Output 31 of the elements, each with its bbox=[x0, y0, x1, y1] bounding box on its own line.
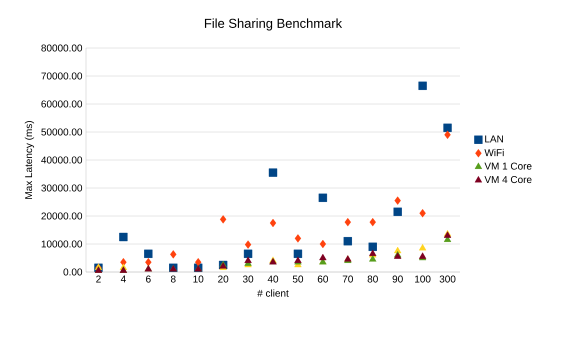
x-tick-label: 40 bbox=[268, 276, 278, 283]
y-tick-label: 80000.00 bbox=[41, 44, 82, 52]
y-tick-label: 30000.00 bbox=[41, 184, 82, 192]
x-tick-label: 300 bbox=[440, 276, 456, 283]
x-tick-label: 80 bbox=[368, 276, 378, 283]
x-axis-title: # client bbox=[257, 289, 289, 297]
x-tick-label: 30 bbox=[242, 276, 254, 283]
y-tick-label: 0.00 bbox=[63, 268, 82, 276]
x-tick-label: 4 bbox=[120, 276, 126, 282]
x-tick-label: 8 bbox=[170, 276, 176, 283]
x-tick-label: 50 bbox=[292, 276, 304, 283]
x-tick-label: 70 bbox=[342, 276, 353, 283]
x-tick-label: 10 bbox=[193, 276, 204, 283]
legend-label: WiFi bbox=[484, 148, 504, 156]
y-tick-label: 20000.00 bbox=[41, 212, 82, 220]
chart-title: File Sharing Benchmark bbox=[204, 18, 342, 31]
legend-label: VM 1 Core bbox=[484, 162, 532, 170]
x-tick-label: 60 bbox=[318, 276, 328, 283]
y-tick-label: 50000.00 bbox=[41, 128, 82, 136]
y-tick-label: 70000.00 bbox=[41, 72, 82, 80]
y-axis-title: Max Latency (ms) bbox=[24, 121, 34, 199]
y-tick-label: 10000.00 bbox=[42, 240, 82, 248]
x-tick-label: 6 bbox=[146, 276, 151, 283]
x-tick-label: 90 bbox=[392, 276, 403, 283]
y-tick-label: 60000.00 bbox=[41, 100, 82, 108]
x-tick-label: 100 bbox=[415, 276, 431, 283]
x-tick-label: 20 bbox=[218, 276, 228, 283]
y-tick-label: 40000.00 bbox=[41, 156, 82, 164]
legend-label: LAN bbox=[485, 136, 503, 142]
legend-label: VM 4 Core bbox=[484, 176, 532, 184]
x-tick-label: 2 bbox=[96, 276, 101, 282]
